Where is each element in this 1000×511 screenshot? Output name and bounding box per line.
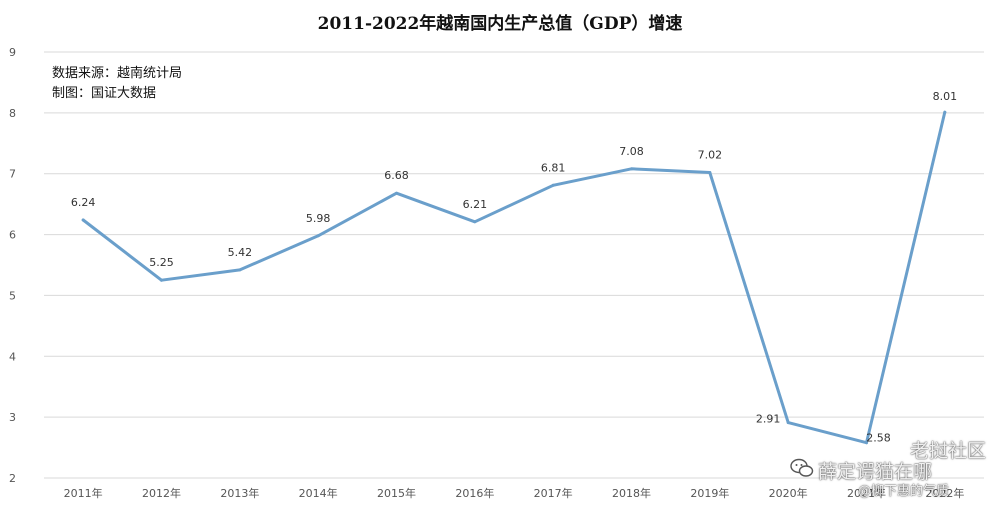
data-label: 5.98: [306, 212, 331, 225]
watermark-account: 薛定谔猫在哪: [818, 461, 933, 483]
data-label: 7.02: [698, 148, 723, 161]
y-tick-label: 4: [9, 350, 16, 363]
data-point: [160, 278, 163, 282]
x-axis-ticks: 2011年 2012年 2013年 2014年 2015年 2016年 2017年 2018年…: [64, 486, 965, 500]
watermark-site: 老挝社区: [909, 440, 986, 462]
x-tick-label: 2015年: [377, 486, 416, 500]
x-tick-label: 2016年: [455, 486, 494, 500]
x-tick-label: 2020年: [769, 486, 808, 500]
y-tick-label: 8: [9, 107, 16, 120]
y-tick-label: 7: [9, 168, 16, 181]
x-tick-label: 2011年: [64, 486, 103, 500]
data-point: [551, 183, 555, 187]
y-tick-label: 5: [9, 289, 16, 302]
data-label: 5.42: [228, 246, 253, 259]
x-tick-label: 2018年: [612, 486, 651, 500]
series-line-0: [81, 110, 947, 445]
y-tick-label: 2: [9, 472, 16, 485]
y-tick-label: 9: [9, 46, 16, 59]
data-point: [473, 220, 477, 224]
gridlines: [44, 51, 984, 479]
x-tick-label: 2022年: [925, 486, 964, 500]
x-tick-label: 2014年: [299, 486, 338, 500]
data-point: [708, 170, 712, 174]
x-tick-label: 2013年: [220, 486, 259, 500]
data-point: [81, 218, 85, 222]
chart-title: 2011-2022年越南国内生产总值（GDP）增速: [318, 13, 683, 34]
data-point: [395, 191, 398, 195]
data-label: 2.58: [866, 432, 891, 445]
data-point: [865, 441, 868, 445]
chart-maker-note: 制图：国证大数据: [52, 86, 157, 101]
data-point: [316, 234, 320, 238]
watermark-handle: @柳下惠的气质: [858, 484, 950, 499]
x-tick-label: 2021年: [847, 486, 886, 500]
data-point: [630, 167, 633, 171]
y-tick-label: 6: [9, 229, 16, 242]
data-label: 7.08: [619, 145, 644, 158]
data-labels: 6.24 5.25 5.42 5.98 6.68 6.21 6.81 7.08 7.02 2.91…: [71, 90, 957, 444]
y-axis-ticks: 2 3 4 5 6 7 8 9: [9, 46, 16, 485]
data-point: [786, 421, 790, 425]
y-tick-label: 3: [9, 411, 16, 424]
data-label: 2.91: [756, 413, 781, 426]
data-label: 6.68: [384, 169, 409, 182]
data-label: 6.21: [463, 198, 488, 211]
x-tick-label: 2012年: [142, 486, 181, 500]
data-point: [238, 268, 242, 272]
data-label: 5.25: [149, 256, 174, 269]
data-point: [943, 110, 947, 114]
x-tick-label: 2019年: [690, 486, 729, 500]
data-label: 6.81: [541, 161, 566, 174]
data-label: 6.24: [71, 196, 96, 209]
data-source-note: 数据来源：越南统计局: [52, 66, 183, 81]
x-tick-label: 2017年: [534, 486, 573, 500]
wechat-icon: [790, 458, 814, 477]
data-label: 8.01: [933, 90, 958, 103]
series-layer: [81, 110, 947, 445]
